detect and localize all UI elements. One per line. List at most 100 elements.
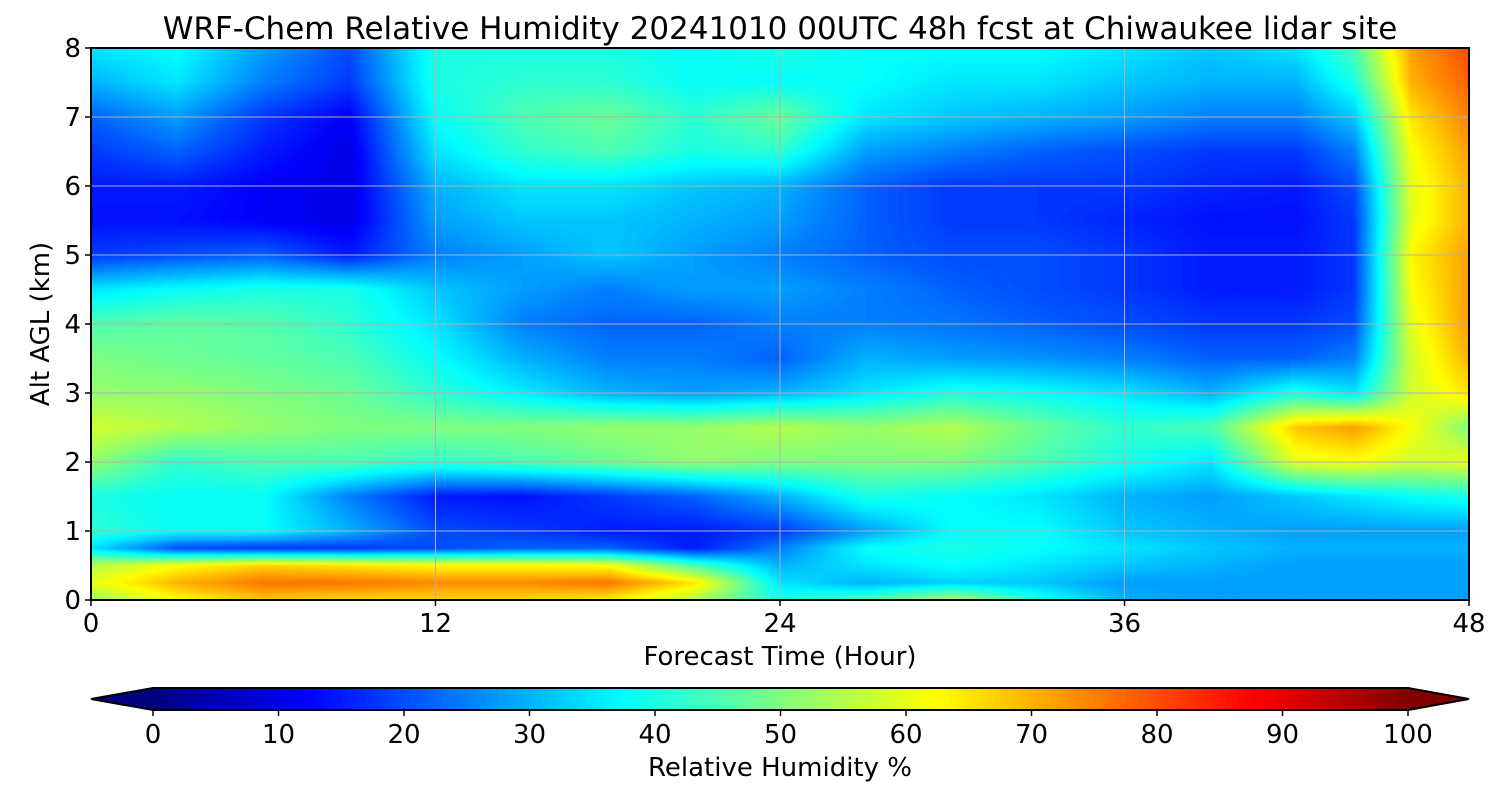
colorbar-band [1320,688,1328,710]
colorbar-band [234,688,242,710]
colorbar-band [767,688,775,710]
colorbar-band [617,688,625,710]
colorbar-band [322,688,330,710]
colorbar-band [1357,688,1365,710]
colorbar-band [1326,688,1334,710]
colorbar-band [485,688,493,710]
colorbar-band [178,688,185,710]
colorbar-band [993,688,1001,710]
colorbar-band [1226,688,1233,710]
colorbar-band [924,688,932,710]
colorbar-tick-label: 20 [387,720,420,750]
colorbar-band [1251,688,1258,710]
colorbar-tick-label: 90 [1266,720,1299,750]
colorbar-band [1056,688,1064,710]
colorbar-bands [153,688,1409,710]
colorbar-band [849,688,857,710]
colorbar-band [1364,688,1371,710]
colorbar-band [447,688,455,710]
colorbar-band [548,688,556,710]
x-axis: 0 12 24 36 48 [83,600,1486,639]
colorbar-band [680,688,687,710]
colorbar-band [516,688,524,710]
y-axis: 0 1 2 3 4 5 6 7 8 [64,34,91,616]
colorbar-band [981,688,989,710]
colorbar-band [880,688,888,710]
colorbar-band [811,688,819,710]
colorbar-band [278,688,286,710]
colorbar-band [1382,688,1390,710]
colorbar-band [1338,688,1346,710]
colorbar-band [648,688,656,710]
colorbar-band [1157,688,1164,710]
colorbar-band [1175,688,1183,710]
colorbar-band [661,688,669,710]
colorbar-band [567,688,575,710]
colorbar-band [1144,688,1152,710]
colorbar-band [1401,688,1409,710]
colorbar-band [830,688,838,710]
y-tick-label: 5 [64,241,81,271]
colorbar-band [686,688,694,710]
colorbar-band [655,688,662,710]
chart-title: WRF-Chem Relative Humidity 20241010 00UT… [163,11,1398,47]
colorbar-band [1395,688,1403,710]
y-axis-label: Alt AGL (km) [26,242,56,406]
colorbar-band [297,688,305,710]
y-tick-label: 6 [64,172,81,202]
colorbar-tick-label: 0 [145,720,162,750]
colorbar-band [968,688,976,710]
colorbar-band [454,688,462,710]
colorbar-band [222,688,229,710]
colorbar-band [1219,688,1227,710]
colorbar-band [862,688,869,710]
colorbar-band [265,688,273,710]
colorbar-band [1332,688,1340,710]
colorbar-band [667,688,675,710]
colorbar-band [931,688,938,710]
colorbar-band [535,688,543,710]
colorbar-band [1194,688,1202,710]
colorbar-band [347,688,355,710]
y-tick-label: 3 [64,379,81,409]
colorbar-band [1113,688,1120,710]
colorbar-band [1188,688,1196,710]
colorbar-band [184,688,192,710]
colorbar-band [391,688,399,710]
colorbar-band [1100,688,1108,710]
colorbar-tick-label: 10 [262,720,295,750]
x-tick-label: 48 [1452,609,1485,639]
colorbar-band [855,688,863,710]
colorbar-band [1313,688,1321,710]
colorbar-band [962,688,970,710]
colorbar-band [309,688,317,710]
colorbar-band [209,688,217,710]
colorbar-band [334,688,342,710]
colorbar: 0 10 20 30 40 50 60 70 80 90 100 Relative Humidity… [90,687,1470,783]
colorbar-band [1345,688,1353,710]
x-tick-label: 0 [83,609,100,639]
y-tick-label: 8 [64,34,81,64]
colorbar-band [918,688,926,710]
colorbar-band [1018,688,1026,710]
colorbar-band [1213,688,1221,710]
x-axis-label: Forecast Time (Hour) [643,642,916,672]
x-tick-label: 24 [763,609,796,639]
colorbar-band [824,688,832,710]
colorbar-band [887,688,895,710]
colorbar-tick-label: 70 [1015,720,1048,750]
colorbar-band [1075,688,1083,710]
colorbar-extend-min [91,688,153,710]
colorbar-band [1169,688,1177,710]
colorbar-band [435,688,443,710]
colorbar-band [429,688,436,710]
colorbar-band [1081,688,1089,710]
x-tick-label: 36 [1108,609,1141,639]
colorbar-band [159,688,167,710]
colorbar-band [473,688,480,710]
colorbar-band [1238,688,1246,710]
colorbar-band [579,688,587,710]
colorbar-band [585,688,593,710]
colorbar-band [360,688,367,710]
colorbar-band [937,688,945,710]
